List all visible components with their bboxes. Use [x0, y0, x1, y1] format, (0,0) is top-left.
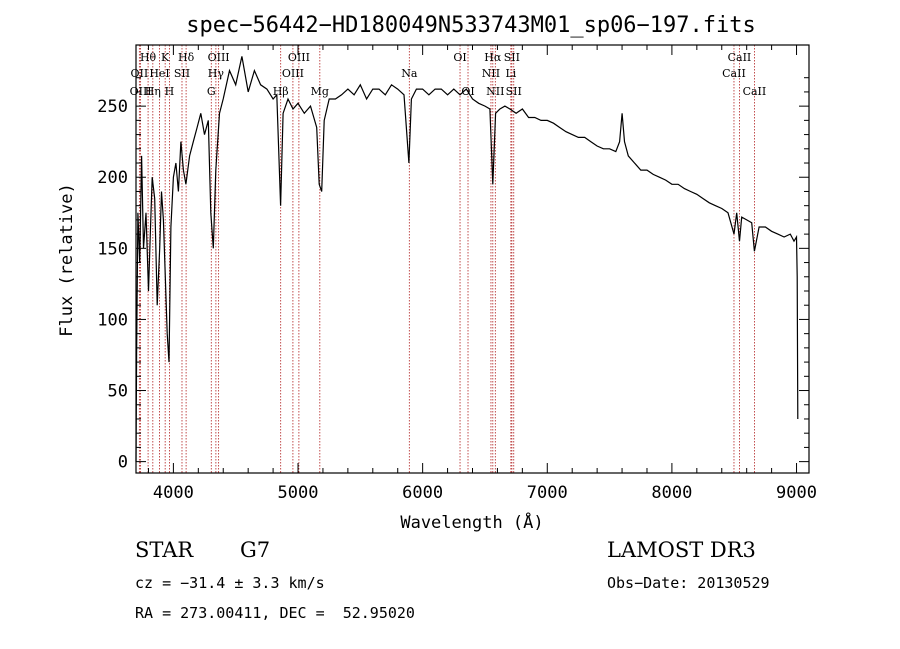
x-tick-label: 6000: [402, 483, 443, 503]
marker-label: NII: [486, 85, 504, 98]
y-tick-label: 150: [97, 239, 128, 259]
marker-label: NII: [482, 67, 500, 80]
marker-label: Hδ: [178, 51, 195, 64]
marker-label: H: [165, 85, 175, 98]
x-tick-label: 7000: [527, 483, 568, 503]
y-tick-label: 0: [118, 453, 128, 473]
x-tick-label: 4000: [153, 483, 194, 503]
x-axis: 4000 5000 6000 7000 8000 9000: [147, 45, 817, 503]
marker-label: K: [161, 51, 170, 64]
marker-label: Mg: [311, 85, 329, 98]
x-tick-label: 9000: [776, 483, 817, 503]
marker-label: CaII: [728, 51, 752, 64]
obs-date: Obs−Date: 20130529: [607, 574, 770, 592]
y-tick-label: 100: [97, 310, 128, 330]
y-tick-label: 200: [97, 168, 128, 188]
marker-label: SII: [506, 85, 522, 98]
marker-label: G: [207, 85, 216, 98]
marker-label: SII: [504, 51, 520, 64]
line-markers: [138, 45, 755, 473]
marker-label: Hγ: [208, 67, 225, 80]
marker-label: OII: [131, 67, 149, 80]
marker-label: OIII: [208, 51, 230, 64]
object-subclass: G7: [240, 538, 271, 562]
marker-label: OI: [453, 51, 466, 64]
plot-frame: [135, 44, 810, 474]
y-tick-label: 50: [108, 382, 128, 402]
marker-label: Na: [401, 67, 418, 80]
x-tick-label: 5000: [278, 483, 319, 503]
marker-label: SII: [174, 67, 190, 80]
chart-title: spec−56442−HD180049N533743M01_sp06−197.f…: [186, 13, 756, 38]
marker-label: OIII: [288, 51, 310, 64]
marker-label: OIII: [282, 67, 304, 80]
y-axis-label: Flux (relative): [57, 183, 77, 337]
coordinates: RA = 273.00411, DEC = 52.95020: [135, 604, 415, 622]
marker-label: Li: [505, 67, 516, 80]
marker-label: Hα: [484, 51, 502, 64]
x-tick-label: 8000: [651, 483, 692, 503]
y-axis: 0 50 100 150 200 250: [97, 77, 809, 473]
marker-label: Hη: [145, 85, 161, 98]
redshift-readout: cz = −31.4 ± 3.3 km/s: [135, 574, 325, 592]
object-class: STAR: [135, 538, 194, 562]
marker-label: HeI: [149, 67, 169, 80]
x-axis-label: Wavelength (Å): [400, 511, 543, 533]
survey-label: LAMOST DR3: [607, 538, 756, 562]
y-tick-label: 250: [97, 97, 128, 117]
marker-label: CaII: [722, 67, 746, 80]
marker-label: CaII: [743, 85, 767, 98]
marker-label: Hθ: [140, 51, 157, 64]
spectrum-line: [135, 56, 799, 462]
